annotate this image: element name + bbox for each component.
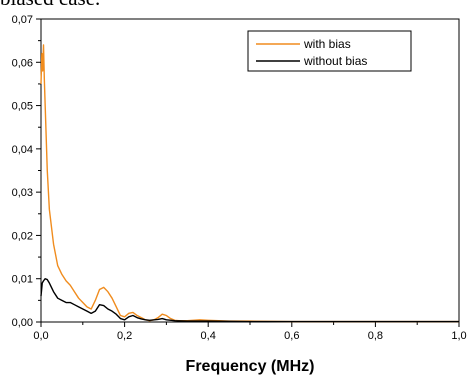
y-tick-label: 0,00 <box>12 317 33 329</box>
series-layer <box>40 44 459 323</box>
y-tick-label: 0,02 <box>12 230 33 242</box>
y-axis-ticks: 0,00 0,01 0,02 0,03 0,04 0,05 0,06 0,07 <box>12 14 41 329</box>
y-tick-label: 0,05 <box>12 101 33 113</box>
series-line-without-bias <box>40 278 459 323</box>
caption-fragment: biased case. <box>0 0 100 11</box>
legend: with bias without bias <box>247 30 412 72</box>
x-tick-label: 0,8 <box>368 330 383 342</box>
x-tick-label: 1,0 <box>451 330 466 342</box>
x-axis-ticks: 0,0 0,2 0,4 0,6 0,8 1,0 <box>33 322 467 342</box>
legend-box <box>247 30 412 72</box>
y-tick-label: 0,01 <box>12 274 33 286</box>
legend-label: without bias <box>303 54 367 68</box>
x-tick-label: 0,4 <box>201 330 216 342</box>
legend-label: with bias <box>303 37 351 51</box>
series-line-with-bias <box>40 44 459 323</box>
x-tick-label: 0,2 <box>117 330 132 342</box>
x-axis-title: Frequency (MHz) <box>186 358 315 375</box>
x-tick-label: 0,6 <box>284 330 299 342</box>
y-tick-label: 0,03 <box>12 187 33 199</box>
y-tick-label: 0,07 <box>12 14 33 26</box>
x-tick-label: 0,0 <box>33 330 48 342</box>
y-tick-label: 0,06 <box>12 57 33 69</box>
y-tick-label: 0,04 <box>12 144 33 156</box>
